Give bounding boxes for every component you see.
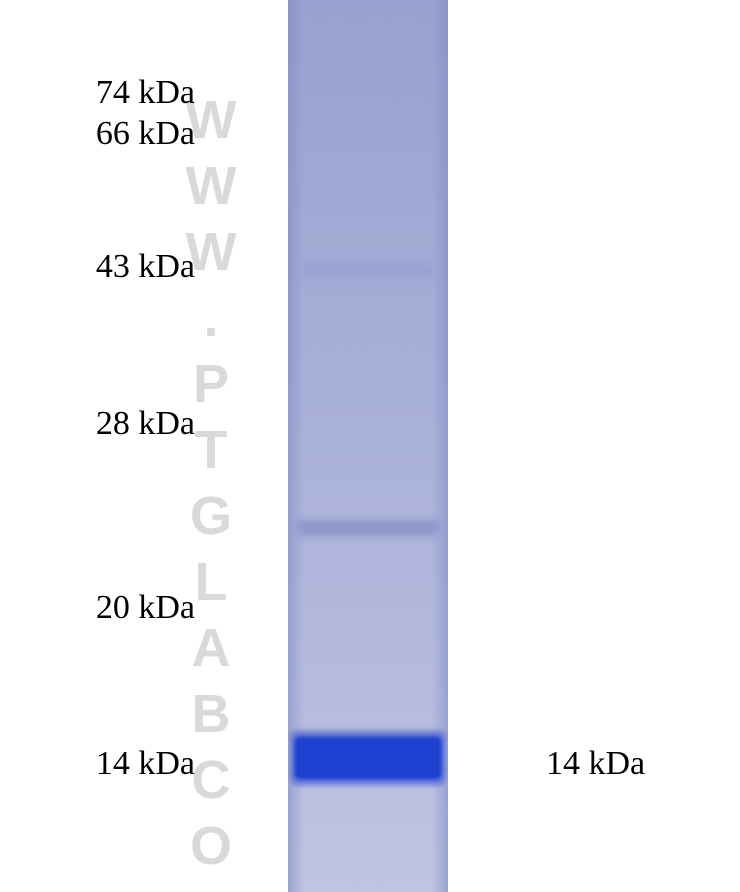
right-marker-label: 14 kDa: [546, 745, 645, 783]
faint-band: [294, 515, 442, 541]
gel-figure: WWW.PTGLABCOM 74 kDa66 kDa43 kDa28 kDa20…: [0, 0, 740, 892]
left-marker-label: 74 kDa: [96, 74, 195, 112]
left-marker-label: 14 kDa: [96, 745, 195, 783]
gel-lane: [288, 0, 448, 892]
left-marker-label: 28 kDa: [96, 405, 195, 443]
main-band-14kda: [290, 730, 446, 786]
left-marker-label: 66 kDa: [96, 115, 195, 153]
left-marker-label: 20 kDa: [96, 589, 195, 627]
faint-band: [298, 258, 438, 282]
left-marker-label: 43 kDa: [96, 248, 195, 286]
